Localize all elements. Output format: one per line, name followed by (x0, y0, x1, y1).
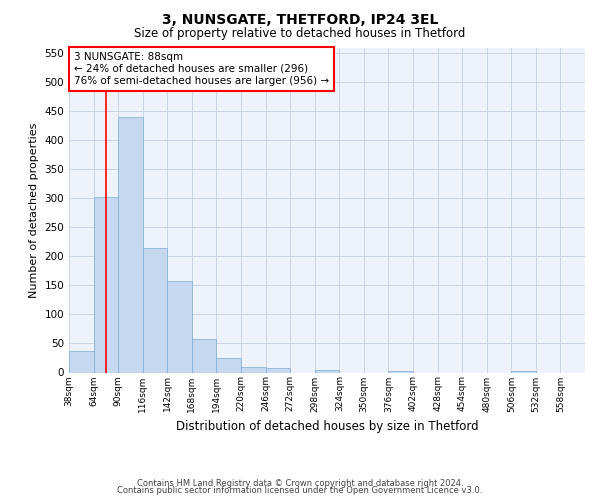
Bar (388, 371, 413, 372)
Text: 3, NUNSGATE, THETFORD, IP24 3EL: 3, NUNSGATE, THETFORD, IP24 3EL (162, 12, 438, 26)
Text: 3 NUNSGATE: 88sqm
← 24% of detached houses are smaller (296)
76% of semi-detache: 3 NUNSGATE: 88sqm ← 24% of detached hous… (74, 52, 329, 86)
Text: Size of property relative to detached houses in Thetford: Size of property relative to detached ho… (134, 28, 466, 40)
Bar (217, 358, 241, 372)
Y-axis label: Number of detached properties: Number of detached properties (29, 122, 39, 298)
Bar (241, 366, 266, 372)
Text: Contains public sector information licensed under the Open Government Licence v3: Contains public sector information licen… (118, 486, 482, 495)
X-axis label: Distribution of detached houses by size in Thetford: Distribution of detached houses by size … (176, 420, 478, 433)
Bar (167, 282, 192, 372)
Text: Contains HM Land Registry data © Crown copyright and database right 2024.: Contains HM Land Registry data © Crown c… (137, 478, 463, 488)
Bar (118, 117, 143, 372)
Bar (511, 371, 536, 372)
Bar (94, 196, 118, 372)
Bar (192, 339, 217, 372)
Bar (315, 370, 339, 372)
Bar (266, 368, 290, 372)
Bar (143, 248, 167, 372)
Bar (69, 351, 94, 372)
